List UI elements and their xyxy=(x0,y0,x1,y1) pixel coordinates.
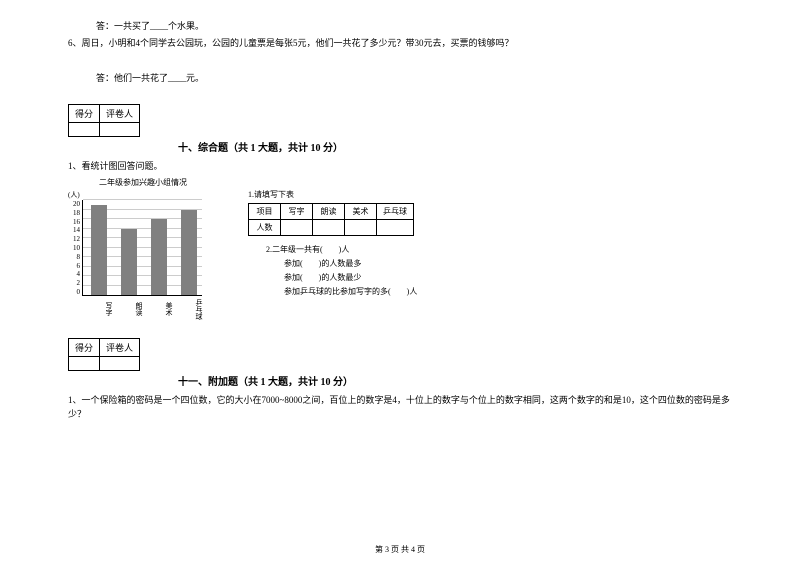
cell xyxy=(345,220,377,236)
header-cell: 项目 xyxy=(249,204,281,220)
s10-q1: 1、看统计图回答问题。 xyxy=(68,160,732,174)
header-cell: 乒乓球 xyxy=(377,204,414,220)
y-unit: (人) xyxy=(68,190,82,200)
y-tick: 20 xyxy=(68,200,80,208)
cell xyxy=(313,220,345,236)
cell xyxy=(377,220,414,236)
spacer xyxy=(68,53,732,69)
sub-a: 2.二年级一共有( )人 xyxy=(248,244,417,255)
grader-label: 评卷人 xyxy=(100,339,140,357)
grader-label: 评卷人 xyxy=(100,104,140,122)
s11-q1: 1、一个保险箱的密码是一个四位数，它的大小在7000~8000之间，百位上的数字… xyxy=(68,394,732,421)
header-cell: 写字 xyxy=(281,204,313,220)
chart-area: 二年级参加兴趣小组情况 (人) 20181614121086420 写字朗读美术… xyxy=(68,177,732,320)
q5-answer: 答：一共买了____个水果。 xyxy=(68,20,732,34)
bar xyxy=(91,205,107,295)
y-tick: 0 xyxy=(68,288,80,296)
score-table: 得分 评卷人 xyxy=(68,338,140,371)
sub-d: 参加乒乓球的比参加写字的多( )人 xyxy=(248,286,417,297)
table-caption: 1.请填写下表 xyxy=(248,189,417,200)
data-table: 项目写字朗读美术乒乓球 人数 xyxy=(248,203,414,236)
section-10-title: 十、综合题（共 1 大题，共计 10 分） xyxy=(68,139,732,154)
bar xyxy=(181,210,197,296)
page-footer: 第 3 页 共 4 页 xyxy=(0,544,800,555)
header-cell: 朗读 xyxy=(313,204,345,220)
score-cell xyxy=(69,357,100,371)
score-label: 得分 xyxy=(69,104,100,122)
score-box-10: 得分 评卷人 xyxy=(68,104,732,137)
score-box-11: 得分 评卷人 xyxy=(68,338,732,371)
grader-cell xyxy=(100,122,140,136)
x-label: 写字 xyxy=(82,298,112,320)
bar-chart: 二年级参加兴趣小组情况 (人) 20181614121086420 写字朗读美术… xyxy=(68,177,218,320)
x-label: 乒乓球 xyxy=(172,298,202,320)
y-tick: 4 xyxy=(68,270,80,278)
sub-b: 参加( )的人数最多 xyxy=(248,258,417,269)
x-labels: 写字朗读美术乒乓球 xyxy=(68,298,202,320)
score-table: 得分 评卷人 xyxy=(68,104,140,137)
sub-c: 参加( )的人数最少 xyxy=(248,272,417,283)
chart-title: 二年级参加兴趣小组情况 xyxy=(68,177,218,188)
y-tick: 16 xyxy=(68,218,80,226)
x-label: 美术 xyxy=(142,298,172,320)
y-tick: 8 xyxy=(68,253,80,261)
cell xyxy=(281,220,313,236)
y-tick: 10 xyxy=(68,244,80,252)
table-data-row: 人数 xyxy=(249,220,414,236)
section-11-title: 十一、附加题（共 1 大题，共计 10 分） xyxy=(68,373,732,388)
bar xyxy=(121,229,137,296)
y-tick: 6 xyxy=(68,262,80,270)
q6-text: 6、周日，小明和4个同学去公园玩，公园的儿童票是每张5元，他们一共花了多少元？带… xyxy=(68,37,732,51)
y-tick: 14 xyxy=(68,226,80,234)
header-cell: 美术 xyxy=(345,204,377,220)
row-label: 人数 xyxy=(249,220,281,236)
grader-cell xyxy=(100,357,140,371)
bars-grid xyxy=(82,200,202,296)
table-header-row: 项目写字朗读美术乒乓球 xyxy=(249,204,414,220)
y-tick: 12 xyxy=(68,235,80,243)
y-axis: 20181614121086420 xyxy=(68,200,82,296)
bar xyxy=(151,219,167,295)
gridline xyxy=(83,199,202,200)
y-tick: 18 xyxy=(68,209,80,217)
score-cell xyxy=(69,122,100,136)
y-tick: 2 xyxy=(68,279,80,287)
right-panel: 1.请填写下表 项目写字朗读美术乒乓球 人数 2.二年级一共有( )人 参加( … xyxy=(248,177,417,300)
x-label: 朗读 xyxy=(112,298,142,320)
q6-answer: 答：他们一共花了____元。 xyxy=(68,72,732,86)
score-label: 得分 xyxy=(69,339,100,357)
